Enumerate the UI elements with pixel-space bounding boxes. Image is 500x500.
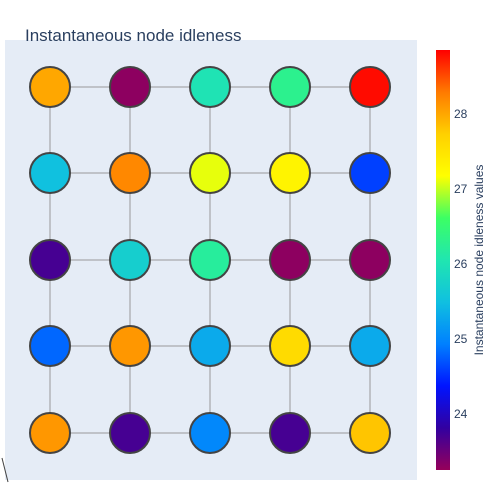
colorbar-ticks: 24 25 26 27 28 (454, 107, 468, 421)
corner-mark (1, 457, 9, 483)
graph-node[interactable] (189, 239, 231, 281)
graph-node[interactable] (269, 412, 311, 454)
graph-node[interactable] (189, 66, 231, 108)
graph-node[interactable] (269, 66, 311, 108)
colorbar-tick-label: 26 (454, 257, 468, 271)
graph-node[interactable] (109, 325, 151, 367)
graph-node[interactable] (349, 152, 391, 194)
graph-node[interactable] (349, 239, 391, 281)
nodes-layer (29, 66, 391, 454)
graph-node[interactable] (29, 325, 71, 367)
graph-node[interactable] (29, 66, 71, 108)
graph-node[interactable] (269, 152, 311, 194)
colorbar-title: Instantaneous node idleness values (472, 165, 486, 356)
graph-node[interactable] (109, 152, 151, 194)
graph-node[interactable] (349, 412, 391, 454)
graph-node[interactable] (189, 152, 231, 194)
graph-node[interactable] (29, 152, 71, 194)
colorbar-tick-label: 24 (454, 407, 468, 421)
colorbar (436, 50, 450, 470)
graph-node[interactable] (189, 412, 231, 454)
graph-node[interactable] (269, 239, 311, 281)
graph-node[interactable] (349, 325, 391, 367)
colorbar-tick-label: 28 (454, 107, 468, 121)
chart-title: Instantaneous node idleness (25, 26, 241, 45)
graph-node[interactable] (109, 239, 151, 281)
graph-node[interactable] (349, 66, 391, 108)
graph-node[interactable] (189, 325, 231, 367)
graph-node[interactable] (269, 325, 311, 367)
graph-node[interactable] (109, 412, 151, 454)
graph-node[interactable] (29, 412, 71, 454)
graph-node[interactable] (109, 66, 151, 108)
colorbar-tick-label: 25 (454, 332, 468, 346)
colorbar-tick-label: 27 (454, 182, 468, 196)
graph-node[interactable] (29, 239, 71, 281)
